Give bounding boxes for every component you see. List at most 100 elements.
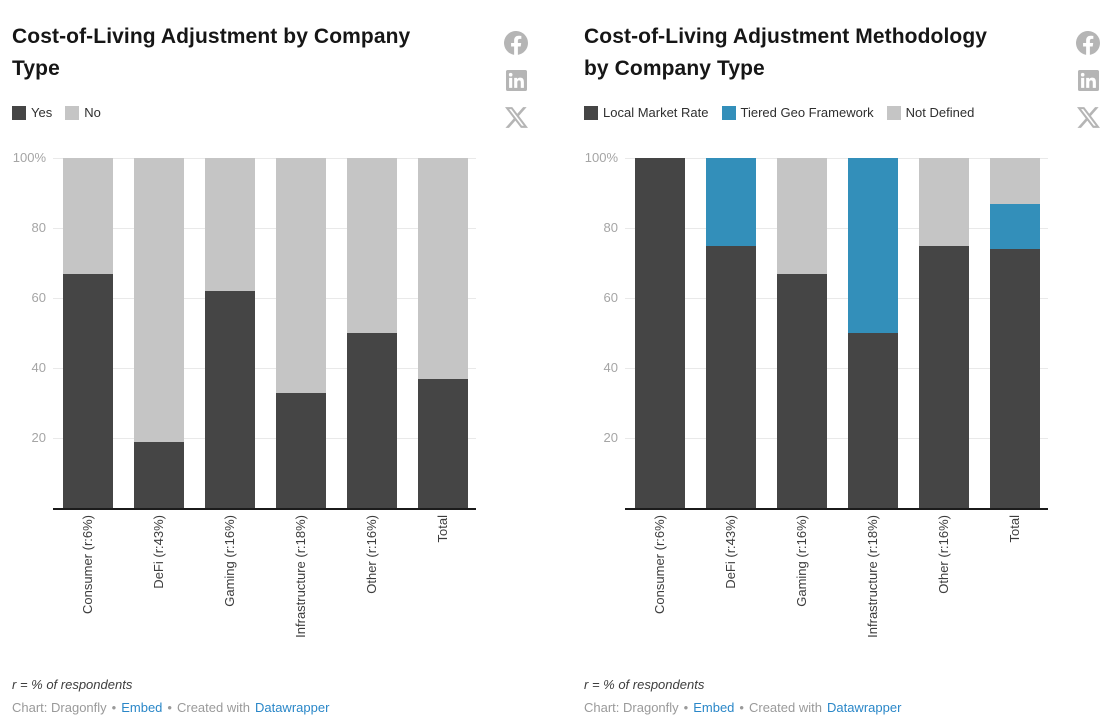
bar-segment-not-defined (919, 158, 969, 246)
x-icon[interactable] (1076, 106, 1100, 129)
datawrapper-link[interactable]: Datawrapper (826, 700, 902, 715)
legend-swatch-tiered-geo-framework (721, 105, 736, 120)
chart-title-line-2: Type (12, 57, 60, 80)
legend: Local Market Rate Tiered Geo Framework Not… (584, 105, 974, 120)
datawrapper-link[interactable]: Datawrapper (254, 700, 330, 715)
y-tick-label-20: 20 (603, 430, 618, 445)
legend-item-not-defined: Not Defined (886, 105, 975, 120)
credit-separator: • (111, 700, 117, 715)
gridline-40 (625, 368, 1048, 369)
legend-label: Local Market Rate (603, 105, 709, 120)
bar-segment-local-market-rate (919, 245, 969, 508)
x-icon[interactable] (504, 106, 528, 129)
plot-area: Consumer (r:6%) DeFi (r:43%) Gaming (r:16%… (625, 158, 1048, 638)
y-tick-label-40: 40 (603, 360, 618, 375)
legend-label: No (84, 105, 101, 120)
share-buttons (1074, 30, 1102, 129)
credit-separator: • (167, 700, 172, 715)
gridline-20 (625, 438, 1048, 439)
bar-segment-not-defined (777, 158, 827, 274)
linkedin-icon[interactable] (1077, 70, 1099, 91)
y-tick-label-60: 60 (31, 290, 46, 305)
bar-total (418, 158, 468, 508)
gridline-100 (53, 158, 476, 159)
bar-segment-no (347, 158, 397, 333)
credit-separator: • (683, 700, 689, 715)
bar-segment-tiered-geo-framework (706, 158, 756, 246)
bar-segment-tiered-geo-framework (990, 203, 1040, 249)
bar-total (990, 158, 1040, 508)
facebook-icon[interactable] (1076, 30, 1100, 55)
credit-prefix: Chart: Dragonfly (584, 700, 679, 715)
embed-link[interactable]: Embed (121, 700, 163, 715)
bar-infrastructure-r-18 (276, 158, 326, 508)
share-buttons (502, 30, 530, 129)
legend-swatch-yes (12, 105, 26, 120)
bar-segment-no (276, 158, 326, 393)
bar-segment-not-defined (990, 158, 1040, 204)
bar-segment-yes (418, 378, 468, 508)
legend-item-no: No (65, 105, 101, 120)
x-axis-label-gaming-r-16: Gaming (r:16%) (222, 515, 237, 607)
bar-segment-yes (205, 291, 255, 508)
bar-segment-local-market-rate (706, 245, 756, 508)
x-axis-label-total: Total (1007, 515, 1022, 543)
bar-defi-r-43 (706, 158, 756, 508)
bar-segment-local-market-rate (635, 158, 685, 508)
chart-title-line-2: by Company Type (584, 57, 765, 80)
chart-card-right: Cost-of-Living Adjustment Methodology by… (572, 0, 1112, 722)
bar-segment-local-market-rate (777, 273, 827, 508)
bar-defi-r-43 (134, 158, 184, 508)
y-tick-label-20: 20 (31, 430, 46, 445)
bar-segment-yes (347, 333, 397, 508)
gridline-80 (53, 228, 476, 229)
legend-item-tiered-geo-framework: Tiered Geo Framework (721, 105, 874, 120)
bar-segment-no (134, 158, 184, 442)
x-axis-label-gaming-r-16: Gaming (r:16%) (794, 515, 809, 607)
bar-other-r-16 (919, 158, 969, 508)
linkedin-icon[interactable] (505, 70, 527, 91)
x-axis-label-consumer-r-6: Consumer (r:6%) (80, 515, 95, 614)
y-tick-label-60: 60 (603, 290, 618, 305)
embed-link[interactable]: Embed (693, 700, 735, 715)
bar-segment-yes (134, 441, 184, 508)
created-with-text: Created with (748, 700, 822, 715)
credit-prefix: Chart: Dragonfly (12, 700, 107, 715)
x-axis-label-infrastructure-r-18: Infrastructure (r:18%) (865, 515, 880, 638)
created-with-text: Created with (176, 700, 250, 715)
bar-segment-yes (276, 392, 326, 508)
credit-line: Chart: Dragonfly • Embed • Created with … (12, 700, 329, 715)
gridline-60 (53, 298, 476, 299)
legend-label: Yes (31, 105, 53, 120)
footnote: r = % of respondents (12, 677, 133, 692)
facebook-icon[interactable] (504, 30, 528, 55)
plot-area: Consumer (r:6%) DeFi (r:43%) Gaming (r:16%… (53, 158, 476, 638)
bar-segment-tiered-geo-framework (848, 158, 898, 333)
x-axis-label-total: Total (435, 515, 450, 543)
gridline-20 (53, 438, 476, 439)
footnote: r = % of respondents (584, 677, 705, 692)
x-axis-label-defi-r-43: DeFi (r:43%) (151, 515, 166, 589)
bar-consumer-r-6 (63, 158, 113, 508)
bar-segment-no (418, 158, 468, 379)
credit-separator: • (739, 700, 744, 715)
x-axis-label-defi-r-43: DeFi (r:43%) (723, 515, 738, 589)
bar-gaming-r-16 (205, 158, 255, 508)
legend: Yes No (12, 105, 101, 120)
y-tick-label-100: 100% (12, 150, 46, 165)
gridline-80 (625, 228, 1048, 229)
y-tick-label-80: 80 (603, 220, 618, 235)
chart-title: Cost-of-Living Adjustment by Company Typ… (12, 21, 502, 85)
legend-item-yes: Yes (12, 105, 52, 120)
legend-label: Not Defined (905, 105, 975, 120)
bar-other-r-16 (347, 158, 397, 508)
bar-segment-yes (63, 273, 113, 508)
legend-swatch-no (65, 105, 80, 120)
x-axis-label-other-r-16: Other (r:16%) (936, 515, 951, 594)
bar-segment-no (63, 158, 113, 274)
legend-swatch-not-defined (886, 105, 901, 120)
legend-item-local-market-rate: Local Market Rate (584, 105, 709, 120)
y-tick-label-80: 80 (31, 220, 46, 235)
gridline-40 (53, 368, 476, 369)
x-axis-label-infrastructure-r-18: Infrastructure (r:18%) (293, 515, 308, 638)
